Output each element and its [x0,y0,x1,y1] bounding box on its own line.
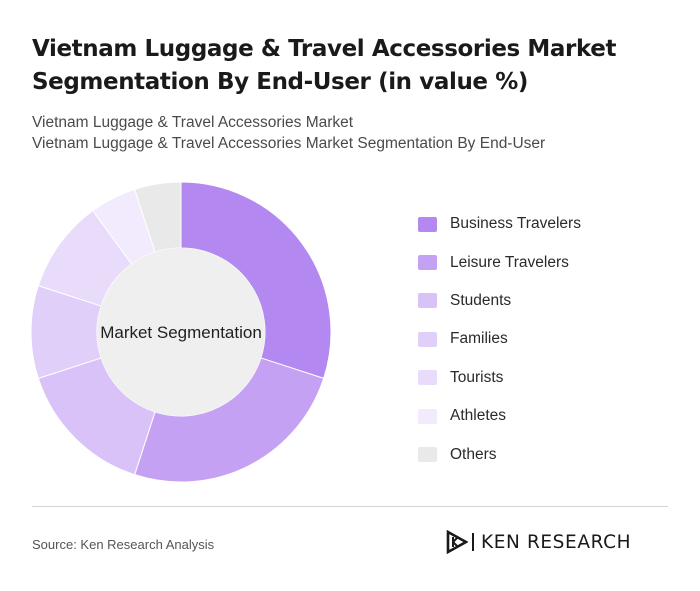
chart-title: Vietnam Luggage & Travel Accessories Mar… [32,36,617,95]
legend-swatch [418,331,437,347]
legend-swatch [418,370,437,386]
legend-swatch [418,255,437,271]
legend-item: Families [418,320,581,358]
legend-swatch [418,216,437,232]
legend-label: Others [450,445,497,463]
donut-center [97,248,265,416]
subtitle-line-1: Vietnam Luggage & Travel Accessories Mar… [32,114,354,131]
legend-label: Families [450,330,508,348]
legend: Business Travelers Leisure Travelers Stude… [418,205,581,474]
donut-chart: Market Segmentation [30,181,332,483]
legend-label: Business Travelers [450,215,581,233]
legend-label: Leisure Travelers [450,253,569,271]
subtitle-block: Vietnam Luggage & Travel Accessories Mar… [32,112,545,154]
legend-label: Students [450,291,512,309]
ken-logo-icon [446,530,468,554]
legend-item: Tourists [418,359,581,397]
ken-research-logo: KEN RESEARCH [446,530,631,554]
divider [32,506,668,507]
logo-separator [472,533,474,551]
legend-swatch [418,408,437,424]
logo-text: KEN RESEARCH [481,531,632,553]
legend-item: Business Travelers [418,205,581,243]
legend-label: Athletes [450,407,507,425]
legend-swatch [418,293,437,309]
source-note: Source: Ken Research Analysis [32,537,215,552]
legend-item: Athletes [418,397,581,435]
legend-item: Students [418,282,581,320]
subtitle-line-2: Vietnam Luggage & Travel Accessories Mar… [32,135,546,152]
donut-slice-leisure-travelers [134,357,325,483]
donut-slices [30,181,332,483]
legend-swatch [418,447,437,463]
legend-item: Leisure Travelers [418,243,581,281]
legend-item: Others [418,435,581,473]
donut-center-label: Market Segmentation [100,323,262,342]
legend-label: Tourists [450,368,504,386]
